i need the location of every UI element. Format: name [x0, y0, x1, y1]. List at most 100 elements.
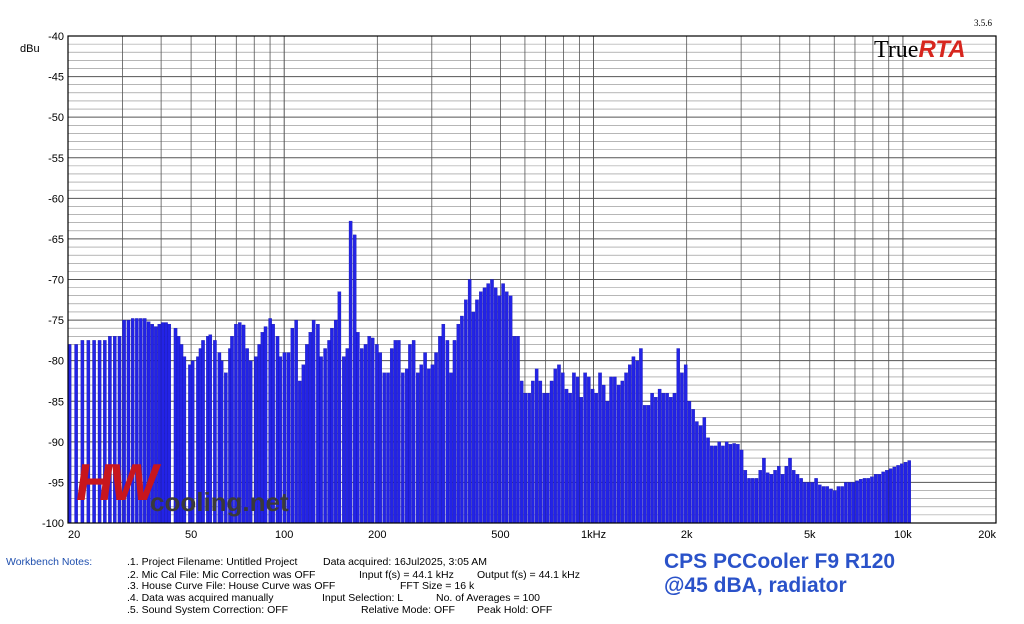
spectrum-bar [389, 348, 394, 524]
spectrum-bar [814, 478, 818, 524]
x-tick-label: 2k [681, 529, 693, 540]
spectrum-bar [784, 466, 789, 524]
spectrum-bar [698, 425, 703, 524]
spectrum-bar [471, 311, 476, 524]
spectrum-bar [750, 478, 755, 524]
spectrum-bar [348, 220, 353, 524]
spectrum-bar [806, 482, 811, 524]
spectrum-bar [669, 397, 673, 524]
spectrum-bar [628, 364, 632, 524]
spectrum-bar [639, 348, 643, 524]
spectrum-bar [657, 388, 662, 524]
note-data-acquired: Data acquired: 16Jul2025, 3:05 AM [323, 556, 488, 568]
spectrum-bar [430, 364, 435, 524]
spectrum-bar [896, 465, 900, 524]
y-tick-label: -100 [42, 518, 64, 530]
y-tick-label: -70 [48, 275, 64, 287]
spectrum-bar [840, 486, 844, 524]
spectrum-bar [404, 368, 409, 524]
spectrum-bar [654, 397, 658, 524]
spectrum-bar [311, 319, 316, 524]
spectrum-bar [575, 376, 580, 524]
spectrum-bar [605, 401, 610, 524]
spectrum-bar [672, 392, 677, 524]
note-input-selection: Input Selection: L [322, 592, 404, 604]
x-tick-label: 500 [491, 529, 509, 540]
spectrum-bar [836, 486, 841, 524]
spectrum-bar [512, 336, 517, 524]
spectrum-bar [870, 476, 874, 524]
logo-true-text: True [874, 37, 919, 63]
spectrum-bar [333, 319, 338, 524]
spectrum-bar [739, 449, 744, 524]
spectrum-bar [661, 392, 666, 524]
spectrum-bar [386, 372, 390, 524]
note-house-curve: .3. House Curve File: House Curve was OF… [127, 580, 336, 592]
spectrum-bar [363, 344, 368, 524]
logo-rta-text: RTA [918, 36, 966, 63]
x-axis-ticks: 20 50 100 200 500 1kHz 2k 5k 10k 20k [68, 529, 996, 540]
spectrum-bar [832, 490, 837, 524]
spectrum-bar [888, 468, 893, 524]
watermark-cooling: cooling.net [150, 487, 289, 517]
watermark-hw: HW [71, 454, 159, 512]
spectrum-bar [294, 319, 298, 524]
x-tick-label: 5k [804, 529, 816, 540]
version-number: 3.5.6 [974, 18, 992, 28]
spectrum-bar [449, 372, 453, 524]
spectrum-bar [683, 364, 688, 524]
x-tick-label: 50 [185, 529, 197, 540]
spectrum-bar [553, 368, 557, 524]
spectrum-bar [847, 482, 852, 524]
spectrum-bar [650, 392, 654, 524]
spectrum-bar [821, 486, 826, 524]
title-line-1: CPS PCCooler F9 R120 [664, 550, 896, 573]
spectrum-bar [434, 352, 438, 524]
note-input-fs: Input f(s) = 44.1 kHz [359, 569, 454, 581]
spectrum-bar [482, 287, 487, 524]
spectrum-bar [631, 356, 636, 524]
spectrum-bar [538, 380, 543, 524]
spectrum-bar [859, 479, 863, 524]
spectrum-bar [408, 344, 412, 524]
spectrum-bar [475, 299, 479, 524]
spectrum-bar [702, 417, 707, 524]
spectrum-bar [609, 376, 613, 524]
spectrum-bar [330, 328, 334, 524]
spectrum-bar [493, 287, 498, 524]
spectrum-chart: -40 -45 -50 -55 -60 -65 -70 -75 -80 -85 -90 -95 -100… [20, 31, 997, 540]
hwcooling-watermark: HW cooling.net [72, 453, 289, 523]
x-tick-label: 20 [68, 529, 80, 540]
spectrum-bar [323, 348, 327, 524]
spectrum-bar [486, 283, 490, 524]
spectrum-bar [680, 372, 684, 524]
spectrum-bar [788, 457, 792, 524]
spectrum-bar [452, 340, 457, 524]
spectrum-bar [298, 380, 302, 524]
spectrum-bar [709, 445, 714, 524]
spectrum-bar [642, 405, 647, 524]
spectrum-bar [706, 437, 710, 524]
spectrum-bar [568, 392, 572, 524]
spectrum-bar [419, 364, 423, 524]
spectrum-bar [844, 482, 848, 524]
spectrum-bar [479, 291, 483, 524]
spectrum-bar [773, 470, 777, 524]
spectrum-bar [445, 340, 450, 524]
note-mic-cal: .2. Mic Cal File: Mic Correction was OFF [127, 569, 316, 581]
y-tick-label: -95 [48, 477, 64, 489]
spectrum-bar [665, 392, 669, 524]
spectrum-bar [501, 283, 505, 524]
spectrum-bar [546, 392, 550, 524]
plot-frame [67, 35, 997, 524]
y-tick-label: -65 [48, 234, 64, 246]
spectrum-bar [721, 445, 725, 524]
spectrum-bar [301, 364, 306, 524]
x-tick-label: 20k [978, 529, 996, 540]
spectrum-bar [829, 488, 833, 524]
spectrum-bar [732, 443, 736, 524]
spectrum-bar [579, 397, 584, 524]
spectrum-bar [305, 344, 309, 524]
spectrum-bar [777, 466, 781, 524]
note-peak-hold: Peak Hold: OFF [477, 604, 553, 616]
